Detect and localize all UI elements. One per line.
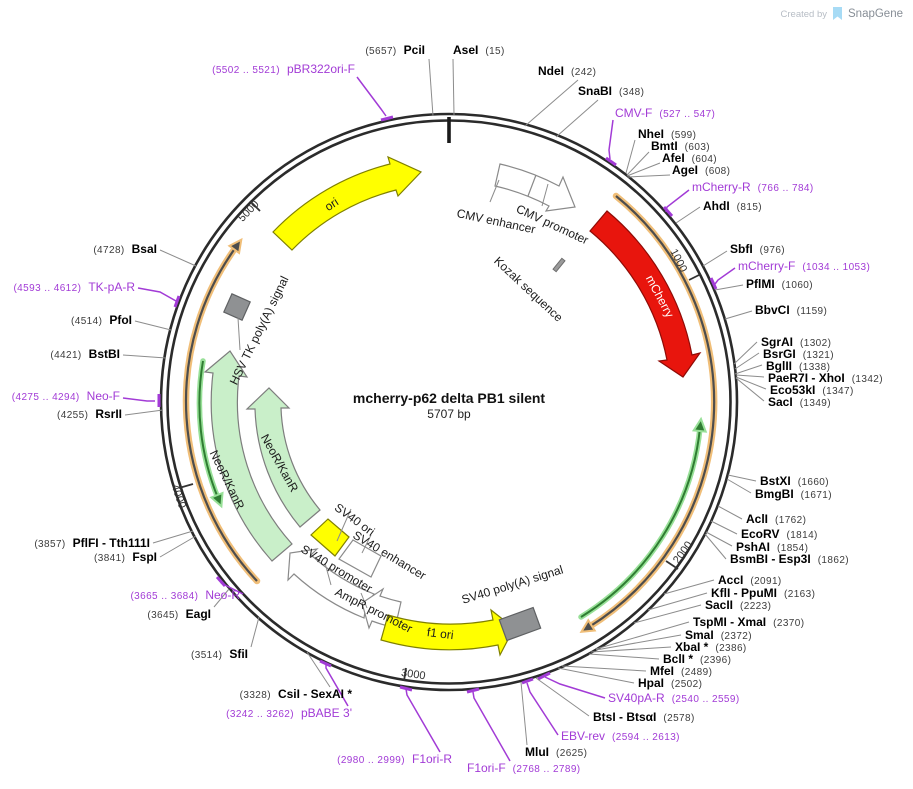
enzyme-site-label-bstxi[interactable]: BstXI (1660): [760, 474, 829, 489]
primer-label-cmv-f[interactable]: CMV-F (527 .. 547): [615, 106, 716, 121]
enzyme-site-label-pcii[interactable]: (5657) PciI: [365, 43, 425, 58]
enzyme-site-label-snabi[interactable]: SnaBI (348): [578, 84, 645, 99]
sv40-enhancer-box[interactable]: [338, 539, 382, 578]
snapgene-logo-icon: [833, 7, 842, 20]
hsv-tk-polya-box[interactable]: [223, 293, 251, 321]
enzyme-site-label-ahdi[interactable]: AhdI (815): [703, 199, 763, 214]
plasmid-title: mcherry-p62 delta PB1 silent: [352, 390, 546, 406]
enzyme-site-label-bmti[interactable]: BmtI (603): [651, 139, 711, 154]
primer-label-neo-f[interactable]: (4275 .. 4294) Neo-F: [11, 389, 120, 404]
enzyme-site-label-mfei[interactable]: MfeI (2489): [650, 664, 713, 679]
enzyme-site-label-acli[interactable]: AclI (1762): [746, 512, 807, 527]
enzyme-site-label-agei[interactable]: AgeI (608): [672, 163, 731, 178]
primer-tick-f1ori-r: [399, 685, 413, 692]
mcherry-feature-arrow[interactable]: [589, 210, 702, 378]
enzyme-site-label-bsai[interactable]: (4728) BsaI: [93, 242, 157, 257]
primer-tick-cmv-f: [605, 156, 617, 167]
enzyme-site-label-rsrii[interactable]: (4255) RsrII: [57, 407, 122, 422]
snapgene-brand-text: SnapGene: [848, 8, 903, 20]
primer-label-f1ori-f[interactable]: F1ori-F (2768 .. 2789): [467, 761, 581, 776]
enzyme-site-label-kfli-ppumi[interactable]: KflI - PpuMI (2163): [711, 586, 816, 601]
enzyme-site-label-eagi[interactable]: (3645) EagI: [147, 607, 211, 622]
primer-label-pbr322ori-f[interactable]: (5502 .. 5521) pBR322ori-F: [212, 62, 355, 77]
primer-tick-sv40pa-r: [537, 671, 551, 681]
primer-label-pbabe-3[interactable]: (3242 .. 3262) pBABE 3': [226, 706, 352, 721]
scale-ticks: [178, 200, 702, 682]
enzyme-site-label-bglii[interactable]: BglII (1338): [766, 359, 831, 374]
enzyme-site-label-bsrgi[interactable]: BsrGI (1321): [763, 347, 834, 362]
enzyme-site-label-sbfi[interactable]: SbfI (976): [730, 242, 786, 257]
enzyme-site-label-nhei[interactable]: NheI (599): [638, 127, 697, 142]
enzyme-site-label-sgrai[interactable]: SgrAI (1302): [761, 335, 832, 350]
neor-kanr-inner-arrow[interactable]: [245, 387, 321, 528]
enzyme-site-label-smai[interactable]: SmaI (2372): [685, 628, 752, 643]
enzyme-site-label-bcli[interactable]: BclI * (2396): [663, 652, 732, 667]
primer-label-mcherry-r[interactable]: mCherry-R (766 .. 784): [692, 180, 814, 195]
enzyme-site-label-sfii[interactable]: (3514) SfiI: [191, 647, 248, 662]
enzyme-site-label-eco53ki[interactable]: Eco53kI (1347): [770, 383, 854, 398]
primer-tick-neo-r: [215, 576, 227, 587]
leader-lines: [122, 58, 767, 762]
enzyme-site-label-btsi-bts-i[interactable]: BtsI - BtsαI (2578): [593, 710, 695, 725]
primer-tick-pbabe-3: [319, 659, 332, 668]
ori-feature-arrow[interactable]: [272, 155, 423, 251]
enzyme-site-label-bsmbi-esp3i[interactable]: BsmBI - Esp3I (1862): [730, 552, 850, 567]
cmv-enhancer-promoter-arrow[interactable]: [494, 163, 576, 212]
primer-label-sv40pa-r[interactable]: SV40pA-R (2540 .. 2559): [608, 691, 740, 706]
primer-label-tk-pa-r[interactable]: (4593 .. 4612) TK-pA-R: [13, 280, 135, 295]
primer-label-neo-r[interactable]: (3665 .. 3684) Neo-R: [130, 588, 240, 603]
enzyme-site-label-bstbi[interactable]: (4421) BstBI: [50, 347, 120, 362]
primer-tick-tk-pa-r: [173, 295, 181, 308]
enzyme-site-label-csii-sexai[interactable]: (3328) CsiI - SexAI *: [239, 687, 352, 702]
kozak-sequence-tick[interactable]: [552, 257, 566, 273]
primer-label-f1ori-r[interactable]: (2980 .. 2999) F1ori-R: [337, 752, 452, 767]
primer-tick-ebv-rev: [521, 677, 534, 685]
enzyme-site-label-asei[interactable]: AseI (15): [453, 43, 505, 58]
enzyme-site-label-saci[interactable]: SacI (1349): [768, 395, 831, 410]
enzyme-site-label-fspi[interactable]: (3841) FspI: [94, 550, 157, 565]
neor-kanr-outer-arrow[interactable]: [203, 350, 293, 562]
enzyme-site-label-acci[interactable]: AccI (2091): [718, 573, 782, 588]
orf-arc-left-reverse: [196, 358, 224, 509]
enzyme-site-label-pfoi[interactable]: (4514) PfoI: [71, 313, 132, 328]
enzyme-site-label-paer7i-xhoi[interactable]: PaeR7I - XhoI (1342): [768, 371, 883, 386]
sv40-polya-box[interactable]: [498, 606, 542, 642]
enzyme-site-label-xbai[interactable]: XbaI * (2386): [675, 640, 747, 655]
enzyme-site-label-ndei[interactable]: NdeI (242): [538, 64, 597, 79]
created-by-text: Created by: [780, 8, 827, 20]
enzyme-site-label-pshai[interactable]: PshAI (1854): [736, 540, 809, 555]
primer-tick-mcherry-r: [662, 206, 674, 217]
primer-tick-pbr322ori-f: [380, 115, 394, 122]
snapgene-watermark: Created by SnapGene: [781, 7, 903, 21]
plasmid-size: 5707 bp: [427, 407, 471, 421]
sv40-ori-box[interactable]: [310, 518, 350, 557]
orf-arc-right-forward: [579, 192, 718, 633]
orf-arc-left-forward: [182, 237, 261, 585]
enzyme-site-label-tspmi-xmai[interactable]: TspMI - XmaI (2370): [693, 615, 805, 630]
enzyme-site-label-pflfi-tth111i[interactable]: (3857) PflFI - Tth111I: [34, 536, 150, 551]
primer-label-mcherry-f[interactable]: mCherry-F (1034 .. 1053): [738, 259, 871, 274]
primer-tick-mcherry-f: [709, 277, 718, 290]
enzyme-site-label-bbvci[interactable]: BbvCI (1159): [755, 303, 828, 318]
enzyme-site-label-hpai[interactable]: HpaI (2502): [638, 676, 703, 691]
enzyme-site-label-bmgbi[interactable]: BmgBI (1671): [755, 487, 832, 502]
primer-label-ebv-rev[interactable]: EBV-rev (2594 .. 2613): [561, 729, 680, 744]
primer-tick-f1ori-f: [466, 687, 480, 694]
enzyme-site-label-pflmi[interactable]: PflMI (1060): [746, 277, 813, 292]
enzyme-site-label-sacii[interactable]: SacII (2223): [705, 598, 772, 613]
enzyme-site-label-ecorv[interactable]: EcoRV (1814): [741, 527, 818, 542]
enzyme-site-label-afei[interactable]: AfeI (604): [662, 151, 718, 166]
enzyme-site-label-mlui[interactable]: MluI (2625): [525, 745, 588, 760]
orf-arc-right-reverse: [578, 416, 708, 620]
